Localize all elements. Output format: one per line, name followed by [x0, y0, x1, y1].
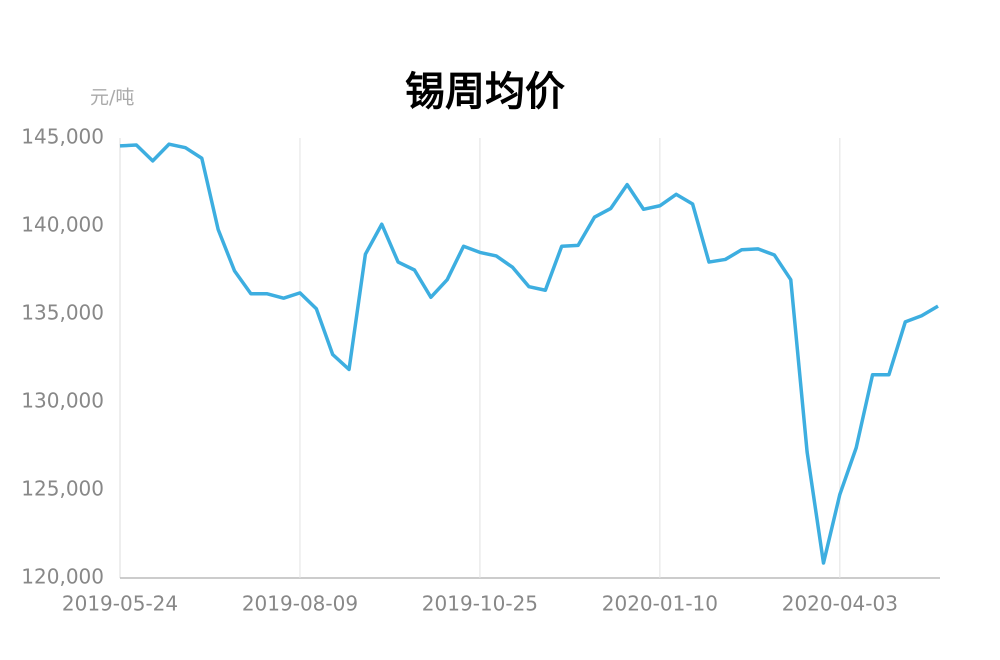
x-tick-label: 2020-04-03 — [782, 592, 898, 616]
x-tick-label: 2019-08-09 — [242, 592, 358, 616]
y-tick-label: 140,000 — [21, 213, 104, 237]
y-tick-label: 125,000 — [21, 477, 104, 501]
x-tick-label: 2019-10-25 — [422, 592, 538, 616]
y-tick-label: 135,000 — [21, 301, 104, 325]
data-line — [119, 142, 939, 565]
chart-title: 锡周均价 — [405, 69, 565, 115]
y-tick-label: 145,000 — [21, 125, 104, 149]
x-tick-label: 2020-01-10 — [602, 592, 718, 616]
x-tick-label: 2019-05-24 — [62, 592, 178, 616]
y-tick-label: 130,000 — [21, 389, 104, 413]
y-tick-label: 120,000 — [21, 565, 104, 589]
y-axis-unit: 元/吨 — [90, 87, 134, 109]
